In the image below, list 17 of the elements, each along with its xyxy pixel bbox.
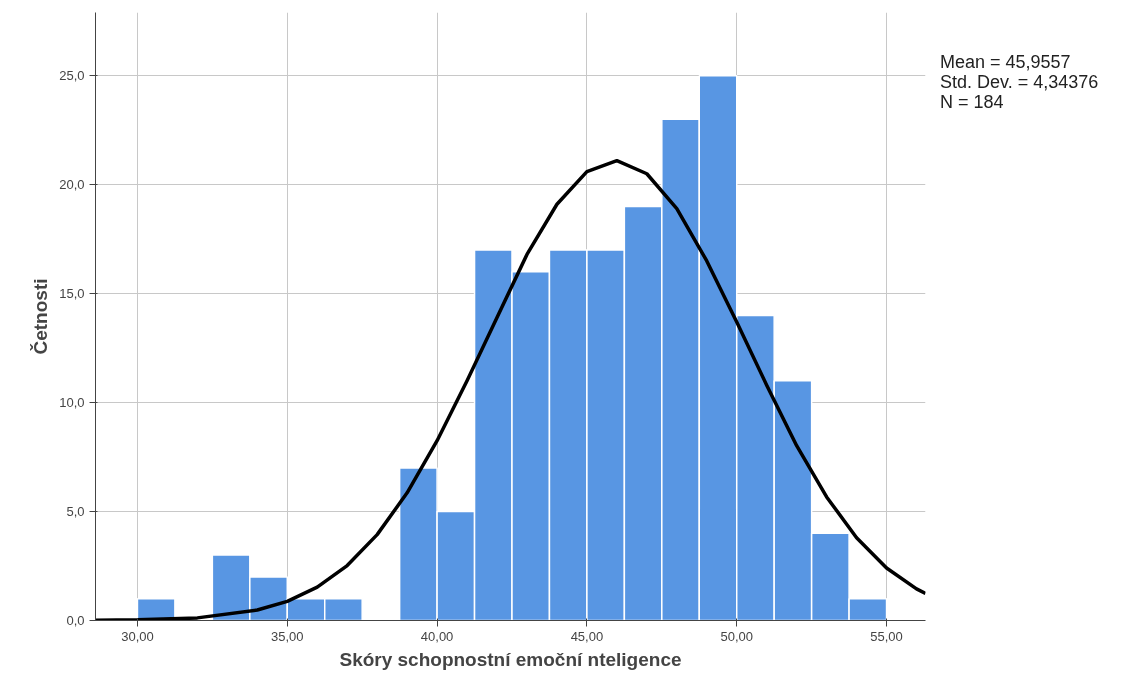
x-tick-label: 45,00 [570, 628, 604, 644]
x-tick-label: 35,00 [271, 628, 304, 644]
y-tick-label: 20,0 [59, 177, 85, 193]
y-tick-label: 5,0 [66, 504, 85, 520]
y-tick-label: 25,0 [59, 68, 85, 84]
y-tick-label: 10,0 [59, 395, 85, 411]
text: Mean = 45,9557 [940, 52, 1072, 72]
x-tick-label: 30,00 [121, 628, 154, 644]
text: Std. Dev. = 4,34376 [940, 72, 1099, 92]
x-tick-label: 40,00 [420, 628, 454, 644]
x-tick-label: 50,00 [720, 628, 754, 644]
y-axis-title: Četnosti [30, 278, 52, 355]
y-tick-label: 0,0 [66, 613, 85, 628]
y-tick-label: 15,0 [59, 286, 85, 302]
x-tick-label: 55,00 [870, 628, 903, 644]
x-axis-title: Skóry schopnostní emoční nteligence [339, 648, 682, 670]
text: N = 184 [940, 92, 1005, 112]
